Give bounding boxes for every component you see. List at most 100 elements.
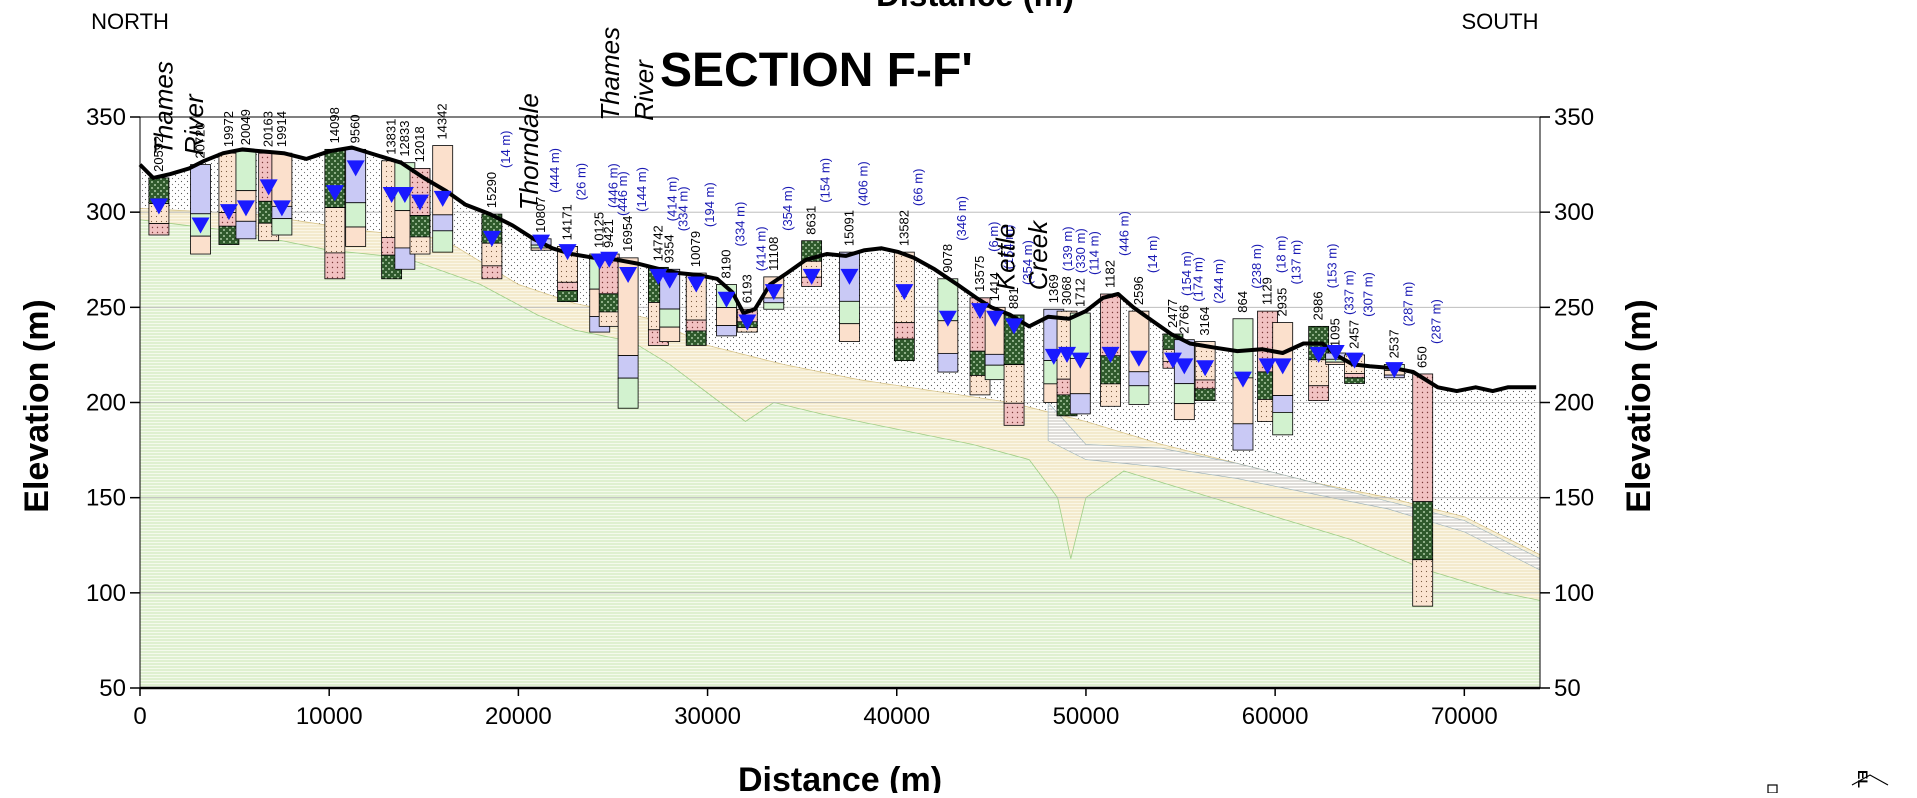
water-level-marker bbox=[687, 276, 706, 293]
borehole-id-label: 864 bbox=[1235, 291, 1250, 313]
borehole-segment bbox=[984, 364, 1006, 381]
borehole-segment bbox=[1272, 411, 1294, 436]
borehole-segment bbox=[716, 325, 737, 337]
borehole-offset-label: (139 m) bbox=[1060, 226, 1075, 271]
borehole-segment bbox=[432, 230, 454, 253]
borehole-segment bbox=[1194, 388, 1216, 401]
borehole-segment bbox=[1344, 373, 1365, 379]
borehole-segment bbox=[1100, 383, 1121, 407]
borehole-offset-label: (446 m) bbox=[615, 171, 630, 216]
borehole-id-label: 19972 bbox=[221, 111, 236, 147]
top-cut-label: Distance (m) bbox=[876, 0, 1074, 13]
water-level-marker bbox=[840, 268, 859, 285]
borehole-segment bbox=[1272, 395, 1294, 413]
borehole-650: 650 (287 m) bbox=[1412, 299, 1444, 607]
borehole-offset-label: (194 m) bbox=[702, 182, 717, 227]
borehole-offset-label: (446 m) bbox=[606, 163, 621, 208]
borehole-offset-label: (446 m) bbox=[1117, 211, 1132, 256]
borehole-id-label: 14098 bbox=[327, 107, 342, 143]
borehole-id-label: 10807 bbox=[533, 197, 548, 233]
borehole-19914: 19914 bbox=[271, 111, 293, 236]
borehole-offset-label: (444 m) bbox=[547, 148, 562, 193]
borehole-segment bbox=[685, 319, 707, 332]
borehole-id-label: 650 bbox=[1415, 346, 1430, 368]
borehole-offset-label: (414 m) bbox=[753, 226, 768, 271]
borehole-segment bbox=[481, 265, 503, 280]
borehole-offset-label: (154 m) bbox=[1179, 251, 1194, 296]
y-tick-label-right: 350 bbox=[1554, 104, 1594, 131]
borehole-id-label: 15091 bbox=[841, 210, 856, 246]
water-level-marker bbox=[558, 244, 577, 261]
borehole-segment bbox=[1003, 364, 1025, 404]
water-level-marker bbox=[1058, 346, 1077, 363]
y-tick-label-left: 300 bbox=[86, 199, 126, 226]
borehole-id-label: 881 bbox=[1006, 287, 1021, 309]
borehole-offset-label: (244 m) bbox=[1211, 259, 1226, 304]
borehole-segment bbox=[937, 352, 959, 373]
borehole-segment bbox=[1069, 393, 1091, 415]
borehole-id-label: 19914 bbox=[274, 111, 289, 147]
y-axis-title-right: Elevation (m) bbox=[1620, 299, 1658, 512]
borehole-offset-label: (137 m) bbox=[1289, 240, 1304, 285]
borehole-id-label: 1129 bbox=[1260, 277, 1275, 305]
borehole-1414: 1414 (154 m) bbox=[984, 225, 1016, 381]
south-label: SOUTH bbox=[1462, 9, 1539, 34]
borehole-id-label: 2537 bbox=[1386, 330, 1401, 359]
borehole-10079: 10079 (194 m) bbox=[685, 182, 717, 346]
borehole-id-label: 6193 bbox=[739, 274, 754, 303]
water-level-marker bbox=[1309, 346, 1328, 363]
borehole-segment bbox=[148, 223, 170, 236]
x-tick-label: 20000 bbox=[485, 703, 552, 730]
water-level-marker bbox=[1385, 362, 1404, 379]
borehole-segment bbox=[1308, 385, 1330, 401]
borehole-segment bbox=[685, 330, 707, 346]
borehole-offset-label: (66 m) bbox=[910, 169, 925, 207]
water-level-marker bbox=[717, 291, 736, 308]
borehole-offset-label: (406 m) bbox=[855, 161, 870, 206]
borehole-19972: 19972 bbox=[218, 111, 240, 245]
borehole-id-label: 2986 bbox=[1311, 291, 1326, 320]
annotation-label: Kettle bbox=[991, 224, 1021, 291]
water-level-marker bbox=[986, 310, 1005, 327]
borehole-segment bbox=[271, 218, 293, 236]
borehole-id-label: 14742 bbox=[650, 225, 665, 261]
borehole-id-label: 15290 bbox=[484, 172, 499, 208]
x-axis-title: Distance (m) bbox=[738, 761, 942, 793]
ground-surface-line bbox=[138, 145, 1537, 394]
borehole-16954: 16954 (144 m) bbox=[617, 167, 649, 409]
borehole-segment bbox=[1100, 293, 1121, 357]
borehole-1095: 1095 (337 m) bbox=[1325, 270, 1357, 365]
borehole-id-label: 12833 bbox=[397, 121, 412, 157]
borehole-offset-label: (14 m) bbox=[498, 131, 513, 169]
water-level-marker bbox=[411, 194, 429, 211]
x-tick-label: 60000 bbox=[1242, 703, 1309, 730]
borehole-id-label: 3068 bbox=[1059, 276, 1074, 305]
water-level-marker bbox=[619, 266, 638, 283]
borehole-offset-label: (346 m) bbox=[954, 196, 969, 241]
water-level-marker bbox=[395, 187, 414, 204]
borehole-3164: 3164 (244 m) bbox=[1194, 259, 1226, 401]
borehole-segment bbox=[190, 235, 211, 255]
water-level-marker bbox=[1005, 318, 1024, 335]
water-level-marker bbox=[532, 234, 551, 251]
x-tick-label: 70000 bbox=[1431, 703, 1498, 730]
borehole-1182: 1182 (446 m) bbox=[1100, 211, 1132, 407]
borehole-14098: 14098 bbox=[324, 107, 346, 280]
borehole-segment bbox=[557, 281, 578, 291]
borehole-id-label: 1182 bbox=[1103, 260, 1118, 288]
water-level-marker bbox=[272, 200, 291, 217]
borehole-segment bbox=[409, 215, 431, 238]
y-tick-label-right: 50 bbox=[1554, 675, 1581, 702]
borehole-12018: 12018 bbox=[409, 126, 431, 255]
borehole-15091: 15091 (406 m) bbox=[839, 161, 870, 342]
borehole-segment bbox=[1412, 373, 1434, 503]
water-level-marker bbox=[938, 310, 957, 327]
borehole-segment bbox=[235, 150, 257, 192]
water-level-marker bbox=[1071, 352, 1090, 369]
borehole-id-label: 8190 bbox=[718, 250, 733, 279]
borehole-segment bbox=[969, 375, 991, 396]
borehole-9421: 9421 (446 m) bbox=[598, 171, 630, 327]
borehole-segment bbox=[1412, 559, 1434, 607]
